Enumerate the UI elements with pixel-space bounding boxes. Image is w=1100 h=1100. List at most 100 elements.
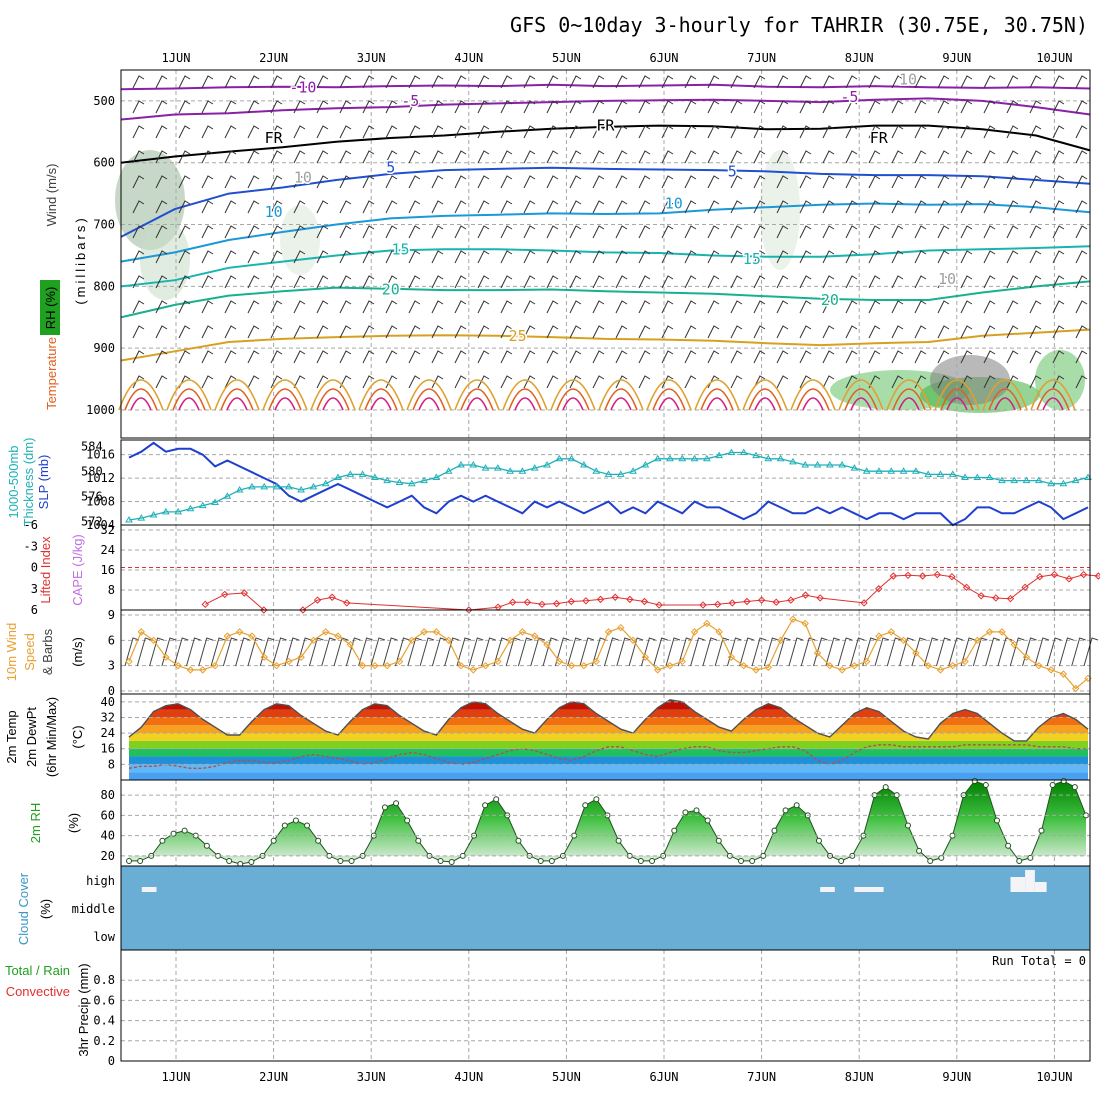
wind-barb: [753, 150, 766, 164]
wind-barb: [638, 250, 651, 264]
lifted-index-point: [713, 600, 722, 609]
thickness-point: [358, 470, 367, 477]
wind-barb: [270, 125, 283, 139]
wind-barb: [960, 275, 973, 289]
wind10m-barb: [444, 637, 459, 667]
wind-barb: [799, 300, 812, 314]
bottom-date-6: 6JUN: [650, 1070, 679, 1084]
wind-barb: [201, 325, 214, 339]
wind-barb: [868, 200, 881, 214]
wind-barb: [776, 350, 789, 364]
slp-ltick-572: 572: [81, 514, 103, 528]
wind10m-barb: [247, 637, 263, 667]
rh-point: [482, 802, 489, 809]
wind-barb: [983, 175, 996, 189]
wind-barb: [247, 150, 260, 164]
wind-barb: [937, 125, 950, 139]
upper-label-rh: RH (%): [43, 287, 58, 330]
wind-barb: [1075, 100, 1088, 114]
thickness-point: [580, 461, 588, 468]
wind-barb: [753, 250, 766, 264]
bottom-date-4: 4JUN: [454, 1070, 483, 1084]
cape-ltick-6: 6: [31, 603, 38, 617]
wind-barb: [868, 75, 881, 89]
warm-contour: [802, 397, 824, 411]
wind-barb: [753, 175, 766, 189]
cloud-level-middle: middle: [72, 902, 115, 916]
rh-point: [493, 796, 500, 803]
thickness-point: [727, 448, 736, 455]
wind-barb: [776, 325, 789, 339]
wind-barb: [178, 275, 191, 289]
warm-contour: [418, 397, 440, 411]
wind10m-point: [703, 619, 711, 628]
wind-barb: [914, 225, 927, 239]
wind-barb: [155, 100, 168, 114]
wind-barb: [707, 175, 720, 189]
thickness-point: [149, 511, 158, 518]
wind-barb: [799, 100, 812, 114]
wind-barb: [1029, 350, 1042, 364]
wind-barb: [845, 275, 858, 289]
wind-barb: [500, 275, 513, 289]
wind10m-barb: [1022, 637, 1037, 667]
wind-barb: [546, 350, 559, 364]
slp-series-right: [128, 441, 1089, 527]
warm-contour: [364, 388, 398, 411]
wind-barb: [983, 75, 996, 89]
wind10m-point: [1072, 684, 1080, 693]
wind-barb: [615, 250, 628, 264]
wind10m-point: [223, 632, 232, 640]
wind-barb: [546, 275, 559, 289]
wind-barb: [730, 325, 743, 339]
wind-barb: [753, 325, 766, 339]
warm-contour: [1030, 379, 1076, 411]
wind10m-barb: [210, 637, 226, 667]
wind-barb: [316, 350, 329, 364]
rh-point: [615, 837, 622, 844]
warm-contour: [412, 388, 446, 411]
rh-point: [582, 802, 589, 809]
wind-barb: [753, 275, 766, 289]
thickness-point: [604, 470, 613, 477]
temp-ytick-16: 16: [101, 742, 115, 756]
bottom-date-1: 1JUN: [162, 1070, 191, 1084]
warm-contour: [322, 397, 344, 411]
wind-barb: [661, 300, 674, 314]
wind-barb: [638, 75, 651, 89]
wind-barb: [477, 125, 490, 139]
upper-ytick-1000: 1000: [86, 403, 115, 417]
contour-label-6: 5: [386, 159, 395, 177]
wind-barb: [362, 75, 375, 89]
bottom-date-7: 7JUN: [747, 1070, 776, 1084]
wind-barb: [1052, 275, 1065, 289]
warm-contour: [886, 379, 932, 411]
thickness-point: [875, 467, 883, 474]
contour-label-0: -10: [289, 78, 316, 96]
wind10m-barb: [370, 637, 386, 667]
top-date-6: 6JUN: [650, 51, 679, 65]
wind-barb: [132, 175, 145, 189]
wind10m-barb: [419, 637, 435, 667]
wind-barb: [293, 75, 306, 89]
wind-barb: [799, 75, 812, 89]
wind-barb: [868, 225, 881, 239]
wind-label-0: 10m Wind: [4, 623, 19, 682]
wind-barb: [684, 175, 697, 189]
wind-barb: [891, 275, 904, 289]
wind-barb: [201, 250, 214, 264]
wind10m-barb: [739, 637, 754, 667]
wind-barb: [132, 275, 145, 289]
slp-rtick-1008: 1008: [86, 495, 115, 509]
wind10m-barb: [530, 637, 545, 667]
wind-barb: [454, 325, 467, 339]
wind-barb: [431, 300, 444, 314]
wind-barb: [845, 325, 858, 339]
wind-barb: [937, 225, 950, 239]
wind10m-barb: [198, 637, 213, 667]
warm-contour: [1036, 388, 1070, 411]
wind-barb: [155, 175, 168, 189]
wind-barb: [730, 75, 743, 89]
wind10m-barb: [604, 637, 619, 667]
wind-barb: [592, 100, 605, 114]
